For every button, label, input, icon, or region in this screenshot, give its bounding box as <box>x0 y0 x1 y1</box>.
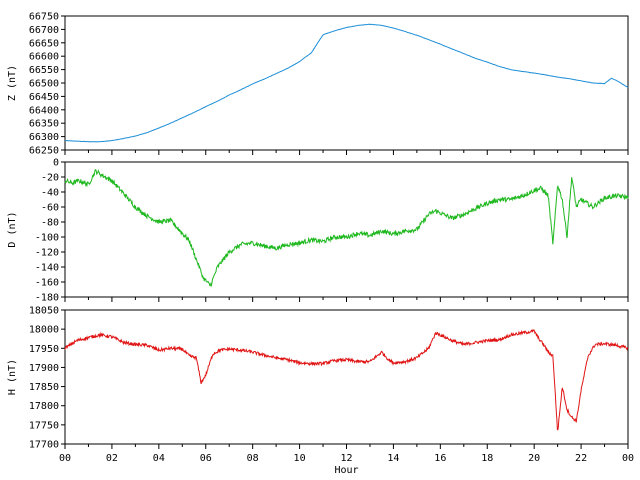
y-tick-label: -180 <box>35 293 59 304</box>
y-tick-label: 17850 <box>29 382 59 393</box>
y-tick-label: -20 <box>41 173 59 184</box>
y-tick-label: 17750 <box>29 420 59 431</box>
y-tick-label: 66400 <box>29 105 59 116</box>
panel-2: 17700 17750 17800 17850 17900 17950 18000 18050… <box>7 306 634 477</box>
y-axis-label: H (nT) <box>7 359 18 395</box>
x-tick-label: 00 <box>59 453 71 464</box>
x-tick-label: 08 <box>247 453 259 464</box>
x-tick-label: 22 <box>575 453 587 464</box>
y-tick-label: 66300 <box>29 132 59 143</box>
series-line-h <box>64 328 629 431</box>
y-tick-label: 18050 <box>29 306 59 317</box>
y-tick-label: 17700 <box>29 440 59 451</box>
y-tick-label: 17800 <box>29 401 59 412</box>
y-tick-label: -60 <box>41 203 59 214</box>
y-tick-label: 0 <box>53 158 59 169</box>
x-tick-label: 00 <box>622 453 634 464</box>
series-line-d <box>64 169 629 288</box>
series-line-z <box>64 23 629 143</box>
y-tick-label: 66650 <box>29 38 59 49</box>
x-tick-label: 04 <box>153 453 165 464</box>
y-tick-label: 66500 <box>29 79 59 90</box>
y-tick-label: 66550 <box>29 65 59 76</box>
y-tick-label: -160 <box>35 278 59 289</box>
y-tick-label: 66250 <box>29 146 59 157</box>
y-tick-label: 18000 <box>29 325 59 336</box>
y-axis-label: D (nT) <box>7 211 18 247</box>
x-tick-label: 16 <box>434 453 446 464</box>
y-tick-label: 66350 <box>29 119 59 130</box>
y-tick-label: 66450 <box>29 92 59 103</box>
panel-1: -180 -160 -140 -120 -100 -80 -60 -40 -20 0 D (nT) <box>7 158 629 304</box>
y-tick-label: -100 <box>35 233 59 244</box>
x-tick-label: 20 <box>528 453 540 464</box>
x-tick-label: 02 <box>106 453 118 464</box>
y-axis-label: Z (nT) <box>7 65 18 101</box>
panel-0: 66250 66300 66350 66400 66450 66500 66550 66600… <box>7 12 629 157</box>
y-tick-label: 66750 <box>29 12 59 23</box>
y-tick-label: -80 <box>41 218 59 229</box>
y-tick-label: 66700 <box>29 25 59 36</box>
y-tick-label: 17900 <box>29 363 59 374</box>
y-tick-label: 66600 <box>29 52 59 63</box>
x-tick-label: 12 <box>340 453 352 464</box>
y-tick-label: -40 <box>41 188 59 199</box>
y-tick-label: 17950 <box>29 344 59 355</box>
x-tick-label: 06 <box>200 453 212 464</box>
x-axis-label: Hour <box>334 465 358 476</box>
x-tick-label: 18 <box>481 453 493 464</box>
panels-group: 66250 66300 66350 66400 66450 66500 66550 66600… <box>7 12 634 477</box>
y-tick-label: -120 <box>35 248 59 259</box>
x-tick-label: 10 <box>294 453 306 464</box>
x-tick-label: 14 <box>387 453 399 464</box>
y-tick-label: -140 <box>35 263 59 274</box>
